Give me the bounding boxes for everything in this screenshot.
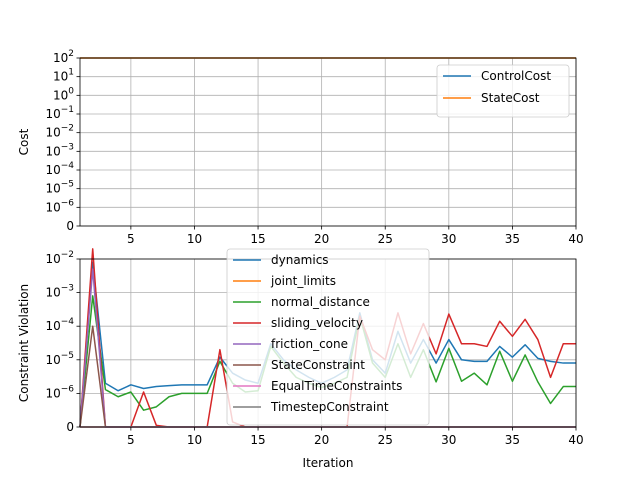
bot-xtick-label: 15 [250, 433, 265, 447]
top-ytick-label: 10−4 [45, 161, 74, 177]
bot-xtick-label: 10 [187, 433, 202, 447]
cost-legend: ControlCost StateCost [436, 64, 570, 118]
legend-label-friction_cone: friction_cone [271, 337, 348, 351]
constraint-axes: 0 10−6 10−5 10−4 10−3 10−2 5 10 15 20 25 30 35 40 Co… [17, 248, 584, 470]
constraint-legend-box [226, 248, 430, 426]
top-xtick-label: 5 [127, 232, 135, 246]
top-ytick-label: 10−6 [45, 198, 74, 214]
cost-legend-box [436, 64, 570, 118]
legend-label-joint_limits: joint_limits [270, 274, 336, 288]
top-ytick-label: 10−2 [45, 124, 74, 140]
legend-label-TimestepConstraint: TimestepConstraint [270, 400, 389, 414]
bot-xtick-label: 40 [568, 433, 583, 447]
top-ytick-label: 10−3 [45, 142, 74, 158]
top-xtick-label: 35 [505, 232, 520, 246]
bot-xtick-label: 25 [378, 433, 393, 447]
legend-label-dynamics: dynamics [271, 253, 329, 267]
bot-ytick-label: 10−5 [45, 351, 74, 367]
top-xtick-label: 25 [378, 232, 393, 246]
legend-label-sliding_velocity: sliding_velocity [271, 316, 363, 330]
bot-xtick-label: 20 [314, 433, 329, 447]
cost-axes: 0 10−6 10−5 10−4 10−3 10−2 10−1 100 101 102 5 10 15… [17, 49, 584, 246]
constraint-ylabel: Constraint Violation [17, 284, 31, 402]
bot-ytick-label: 10−2 [45, 250, 74, 266]
legend-label-EqualTimeConstraints: EqualTimeConstraints [271, 379, 402, 393]
bot-xtick-label: 30 [441, 433, 456, 447]
top-xtick-label: 40 [568, 232, 583, 246]
bot-ytick-label: 0 [66, 420, 74, 434]
bot-ytick-label: 10−3 [45, 284, 74, 300]
top-xtick-label: 20 [314, 232, 329, 246]
top-ytick-label: 10−1 [45, 105, 74, 121]
top-xtick-label: 30 [441, 232, 456, 246]
legend-label-ControlCost: ControlCost [481, 69, 551, 83]
top-ytick-label: 100 [53, 86, 74, 102]
top-ytick-label: 101 [53, 68, 74, 84]
top-ytick-label: 0 [66, 219, 74, 233]
top-ytick-label: 10−5 [45, 180, 74, 196]
legend-label-StateConstraint: StateConstraint [271, 358, 365, 372]
bot-xtick-label: 35 [505, 433, 520, 447]
top-xtick-label: 10 [187, 232, 202, 246]
legend-label-StateCost: StateCost [481, 91, 540, 105]
bot-ytick-label: 10−4 [45, 317, 74, 333]
cost-ylabel: Cost [17, 128, 31, 155]
constraint-legend: dynamics joint_limits normal_distanceslidi… [226, 248, 430, 426]
cost-axes-frame [79, 57, 577, 227]
iteration-xlabel: Iteration [303, 456, 354, 470]
top-xtick-label: 15 [250, 232, 265, 246]
legend-label-normal_distance: normal_distance [271, 295, 370, 309]
bot-xtick-label: 5 [127, 433, 135, 447]
top-ytick-label: 102 [53, 49, 74, 65]
bot-ytick-label: 10−6 [45, 384, 74, 400]
